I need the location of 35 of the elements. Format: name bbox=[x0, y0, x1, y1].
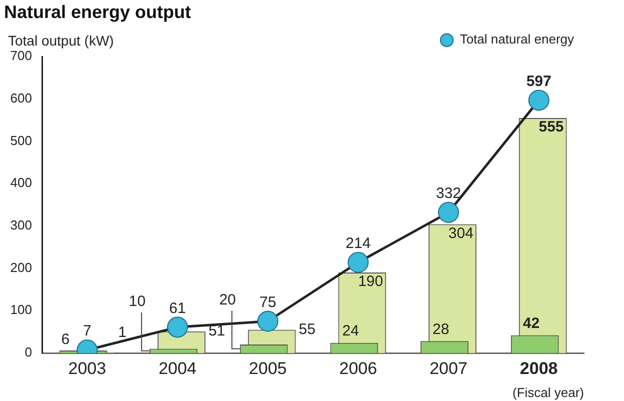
data-label: 214 bbox=[346, 235, 371, 252]
data-label: 6 bbox=[61, 331, 70, 348]
y-tick-label: 400 bbox=[10, 175, 32, 190]
x-tick-label: 2006 bbox=[339, 358, 378, 378]
data-label: 55 bbox=[298, 320, 316, 338]
x-tick-label: 2008 bbox=[520, 358, 558, 378]
x-tick-label: 2005 bbox=[248, 358, 287, 378]
data-label: 75 bbox=[259, 294, 276, 311]
y-tick-label: 0 bbox=[24, 344, 32, 360]
x-tick-label: 2007 bbox=[430, 358, 468, 378]
data-label: 24 bbox=[342, 322, 359, 340]
y-tick-label: 500 bbox=[10, 132, 32, 148]
y-axis-title: Total output (kW) bbox=[8, 32, 114, 48]
data-label: 10 bbox=[128, 293, 146, 310]
y-tick-label: 600 bbox=[10, 90, 32, 106]
data-label: 20 bbox=[219, 291, 236, 308]
data-label: 42 bbox=[522, 314, 540, 332]
y-tick-label: 100 bbox=[10, 302, 32, 318]
data-label: 61 bbox=[169, 300, 186, 317]
data-label: 190 bbox=[358, 273, 384, 290]
data-label: 1 bbox=[118, 324, 126, 342]
data-label: 28 bbox=[432, 320, 450, 338]
data-label: 597 bbox=[526, 72, 552, 90]
y-tick-label: 300 bbox=[10, 218, 32, 233]
x-tick-label: 2004 bbox=[158, 358, 196, 378]
legend-label: Total natural energy bbox=[460, 32, 574, 47]
data-label: 304 bbox=[448, 224, 474, 242]
x-axis-title: (Fiscal year) bbox=[512, 384, 584, 400]
y-tick-label: 700 bbox=[10, 48, 32, 64]
y-tick-label: 200 bbox=[10, 260, 32, 275]
x-tick-label: 2003 bbox=[68, 358, 106, 378]
chart-title: Natural energy output bbox=[4, 2, 192, 22]
data-label: 555 bbox=[538, 118, 564, 136]
data-label: 332 bbox=[436, 185, 462, 202]
data-label: 7 bbox=[82, 322, 92, 340]
